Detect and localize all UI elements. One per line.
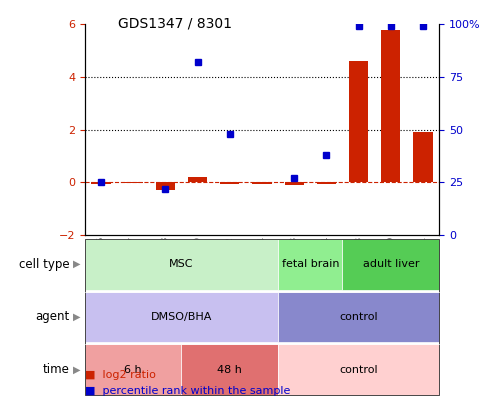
Text: agent: agent — [35, 310, 70, 324]
Bar — [349, 61, 368, 182]
Bar — [317, 182, 336, 184]
Bar — [91, 182, 111, 183]
Text: MSC: MSC — [169, 259, 194, 269]
Text: fetal brain: fetal brain — [281, 259, 339, 269]
Text: cell type: cell type — [19, 258, 70, 271]
Bar — [284, 182, 304, 185]
Bar — [156, 182, 175, 190]
Text: ▶: ▶ — [72, 259, 80, 269]
Text: adult liver: adult liver — [363, 259, 419, 269]
Text: 48 h: 48 h — [218, 364, 242, 375]
Bar — [413, 132, 433, 182]
Bar — [220, 182, 240, 183]
Text: GDS1347 / 8301: GDS1347 / 8301 — [118, 16, 232, 30]
Bar — [188, 177, 207, 182]
Bar — [123, 182, 143, 183]
Bar — [252, 182, 271, 183]
Text: 6 h: 6 h — [124, 364, 142, 375]
Text: ■  log2 ratio: ■ log2 ratio — [85, 370, 156, 379]
Text: control: control — [339, 312, 378, 322]
Text: time: time — [43, 363, 70, 376]
Text: ▶: ▶ — [72, 312, 80, 322]
Text: ■  percentile rank within the sample: ■ percentile rank within the sample — [85, 386, 290, 396]
Text: control: control — [339, 364, 378, 375]
Bar — [381, 30, 401, 182]
Text: ▶: ▶ — [72, 364, 80, 375]
Text: DMSO/BHA: DMSO/BHA — [151, 312, 212, 322]
